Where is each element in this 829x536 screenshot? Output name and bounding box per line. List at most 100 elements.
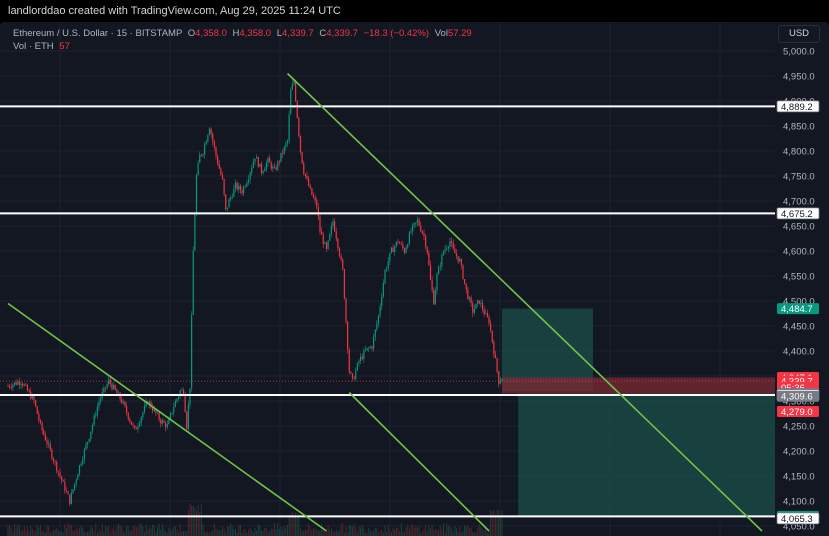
- candle-body[interactable]: [23, 384, 25, 386]
- candle-body[interactable]: [356, 363, 358, 371]
- candle-body[interactable]: [152, 407, 154, 411]
- candle-body[interactable]: [308, 178, 310, 186]
- candle-body[interactable]: [464, 279, 466, 284]
- candle-body[interactable]: [28, 390, 30, 392]
- candle-body[interactable]: [259, 163, 261, 167]
- candle-body[interactable]: [39, 420, 42, 423]
- candle-body[interactable]: [114, 385, 116, 390]
- candle-body[interactable]: [166, 424, 168, 428]
- candle-body[interactable]: [195, 175, 198, 215]
- candle-body[interactable]: [230, 197, 232, 200]
- candle-body[interactable]: [449, 241, 451, 247]
- candle-body[interactable]: [410, 231, 412, 233]
- candle-body[interactable]: [394, 246, 396, 252]
- candle-body[interactable]: [330, 226, 332, 234]
- currency-button[interactable]: USD: [778, 25, 820, 43]
- candle-body[interactable]: [20, 383, 22, 385]
- candle-body[interactable]: [451, 241, 453, 243]
- candle-body[interactable]: [75, 479, 77, 484]
- candle-body[interactable]: [413, 223, 415, 226]
- candle-body[interactable]: [179, 390, 181, 397]
- candle-body[interactable]: [465, 283, 467, 290]
- candle-body[interactable]: [277, 161, 279, 170]
- candle-body[interactable]: [460, 259, 462, 266]
- candle-body[interactable]: [293, 81, 295, 84]
- candle-body[interactable]: [269, 157, 271, 163]
- candle-body[interactable]: [384, 270, 386, 283]
- candle-body[interactable]: [116, 389, 118, 394]
- candle-body[interactable]: [262, 171, 264, 173]
- candle-body[interactable]: [158, 412, 160, 420]
- candle-body[interactable]: [278, 161, 280, 163]
- candle-body[interactable]: [18, 381, 20, 385]
- candle-body[interactable]: [217, 156, 219, 164]
- candle-body[interactable]: [49, 443, 51, 450]
- candle-body[interactable]: [353, 377, 355, 380]
- candle-body[interactable]: [340, 256, 342, 260]
- candle-body[interactable]: [369, 346, 371, 348]
- candle-body[interactable]: [392, 247, 394, 252]
- candle-body[interactable]: [381, 296, 383, 307]
- candle-body[interactable]: [228, 199, 230, 208]
- candle-body[interactable]: [327, 240, 329, 249]
- candle-body[interactable]: [358, 360, 360, 364]
- candle-body[interactable]: [399, 242, 401, 244]
- candle-body[interactable]: [338, 248, 341, 257]
- candle-body[interactable]: [69, 494, 71, 504]
- candle-body[interactable]: [184, 394, 186, 412]
- trendline[interactable]: [286, 72, 763, 532]
- candle-body[interactable]: [26, 385, 29, 391]
- candle-body[interactable]: [486, 313, 488, 317]
- candle-body[interactable]: [168, 418, 170, 425]
- candle-body[interactable]: [83, 449, 85, 460]
- candle-body[interactable]: [31, 395, 33, 399]
- candle-body[interactable]: [397, 241, 399, 243]
- candle-body[interactable]: [51, 449, 53, 459]
- candle-body[interactable]: [223, 179, 225, 195]
- candle-body[interactable]: [291, 83, 293, 90]
- candle-body[interactable]: [332, 221, 334, 227]
- candle-body[interactable]: [488, 316, 490, 324]
- candle-body[interactable]: [360, 356, 362, 361]
- candle-body[interactable]: [145, 401, 147, 406]
- candle-body[interactable]: [78, 465, 81, 475]
- candle-body[interactable]: [52, 458, 55, 462]
- candle-body[interactable]: [247, 179, 250, 183]
- candle-body[interactable]: [7, 386, 9, 387]
- candle-body[interactable]: [290, 89, 292, 115]
- candle-body[interactable]: [301, 152, 303, 164]
- candle-body[interactable]: [67, 491, 69, 495]
- candle-body[interactable]: [337, 238, 339, 249]
- symbol-title[interactable]: Ethereum / U.S. Dollar · 15 · BITSTAMP: [13, 28, 183, 39]
- candle-body[interactable]: [265, 163, 267, 169]
- candle-body[interactable]: [480, 302, 482, 304]
- candle-body[interactable]: [126, 406, 128, 413]
- candle-body[interactable]: [288, 114, 290, 141]
- candle-body[interactable]: [160, 419, 162, 424]
- candle-body[interactable]: [129, 418, 131, 422]
- candle-body[interactable]: [447, 246, 449, 249]
- candle-body[interactable]: [478, 300, 480, 304]
- candle-body[interactable]: [304, 173, 306, 176]
- candle-body[interactable]: [171, 412, 173, 414]
- candle-body[interactable]: [426, 246, 428, 253]
- candle-body[interactable]: [44, 434, 46, 441]
- candle-body[interactable]: [236, 182, 238, 190]
- candle-body[interactable]: [260, 163, 263, 173]
- candle-body[interactable]: [48, 443, 50, 445]
- candle-body[interactable]: [462, 265, 464, 280]
- candle-body[interactable]: [386, 268, 388, 271]
- candle-body[interactable]: [244, 186, 246, 188]
- candle-body[interactable]: [256, 157, 258, 159]
- candle-body[interactable]: [33, 395, 35, 401]
- candle-body[interactable]: [390, 247, 393, 253]
- candle-body[interactable]: [221, 174, 224, 180]
- candle-body[interactable]: [57, 471, 59, 473]
- candle-body[interactable]: [124, 401, 126, 407]
- candle-body[interactable]: [282, 152, 284, 154]
- candle-body[interactable]: [311, 188, 313, 195]
- candle-body[interactable]: [501, 378, 503, 382]
- candle-body[interactable]: [452, 242, 454, 249]
- candle-body[interactable]: [93, 415, 95, 425]
- candle-body[interactable]: [161, 420, 163, 424]
